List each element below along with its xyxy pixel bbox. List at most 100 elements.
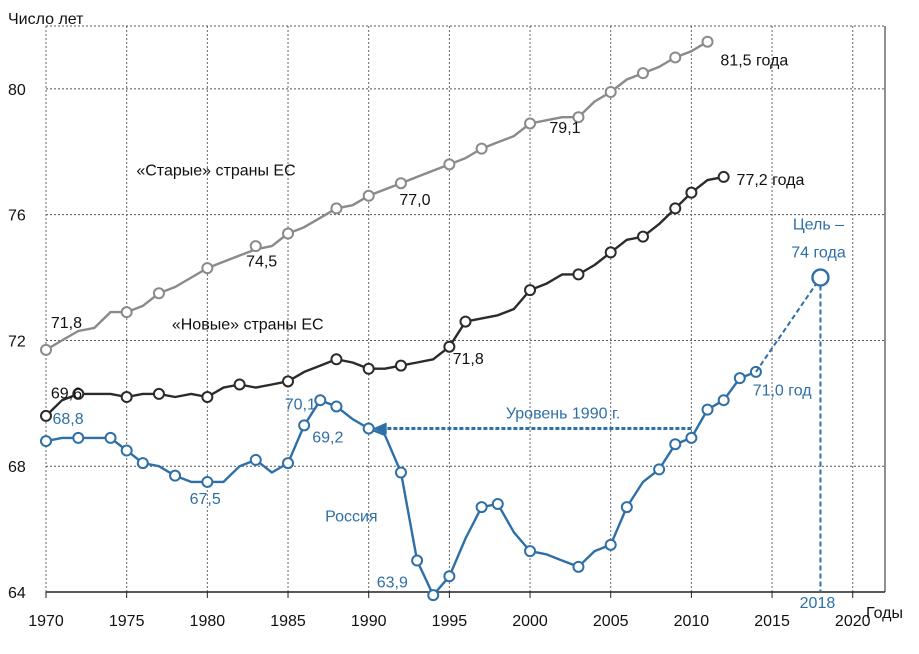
annotation-old-series-name: «Старые» страны ЕС (136, 162, 295, 179)
annotation-rus-1980: 67,5 (190, 491, 221, 508)
series-marker-2 (701, 403, 714, 416)
series-marker-0 (443, 158, 456, 171)
goal-layer: 2018 Цель – 74 года Уровень 1990 г. (372, 217, 846, 612)
x-tick-label: 2010 (674, 613, 710, 630)
annotation-new-series-name: «Новые» страны ЕС (172, 316, 324, 333)
series-line-2 (45, 370, 757, 597)
label-layer: «Старые» страны ЕС «Новые» страны ЕС Росси… (51, 52, 812, 591)
annotation-new-2012: 77,2 года (737, 172, 805, 189)
annotation-russia-name: Россия (325, 508, 377, 525)
series-marker-1 (443, 340, 456, 353)
series-marker-1 (120, 391, 133, 404)
series-marker-0 (120, 306, 133, 319)
level-1990-label: Уровень 1990 г. (506, 405, 620, 422)
x-tick-label: 2000 (512, 613, 548, 630)
series-marker-2 (394, 466, 407, 479)
annotation-old-1970: 71,8 (51, 315, 82, 332)
x-tick-label: 1985 (270, 613, 306, 630)
series-marker-2 (249, 453, 262, 466)
series-marker-1 (669, 202, 682, 215)
x-tick-label: 1990 (351, 613, 387, 630)
series-marker-2 (572, 560, 585, 573)
series-marker-0 (572, 111, 585, 124)
goal-marker (811, 268, 830, 287)
series-line-1 (45, 175, 724, 417)
level-1990-arrowhead (372, 422, 387, 435)
series-marker-2 (120, 444, 133, 457)
series-marker-0 (636, 67, 649, 80)
series-marker-1 (685, 186, 698, 199)
series-layer (40, 35, 762, 602)
series-marker-2 (443, 570, 456, 583)
series-marker-2 (620, 501, 633, 514)
series-marker-1 (394, 359, 407, 372)
series-marker-0 (152, 287, 165, 300)
annotation-rus-1990: 69,2 (312, 430, 343, 447)
annotation-old-2002: 79,1 (549, 120, 580, 137)
x-tick-label: 2015 (754, 613, 790, 630)
series-marker-2 (362, 422, 375, 435)
series-marker-2 (653, 463, 666, 476)
series-marker-0 (330, 202, 343, 215)
x-tick-label: 1970 (28, 613, 64, 630)
series-marker-2 (717, 394, 730, 407)
series-marker-1 (717, 170, 730, 183)
y-tick-label: 76 (8, 208, 26, 225)
axes-layer: 64 68 72 76 80 1970 1975 1980 1985 1990 1995 2000 20… (8, 25, 886, 630)
series-marker-2 (330, 400, 343, 413)
annotation-rus-2014: 71,0 год (753, 382, 813, 399)
series-marker-2 (104, 431, 117, 444)
series-marker-2 (298, 419, 311, 432)
series-marker-1 (524, 284, 537, 297)
series-marker-1 (459, 315, 472, 328)
series-marker-2 (411, 554, 424, 567)
series-marker-2 (427, 589, 440, 602)
series-marker-2 (314, 394, 327, 407)
series-marker-1 (330, 353, 343, 366)
series-marker-2 (475, 501, 488, 514)
x-tick-label: 1980 (190, 613, 226, 630)
series-marker-2 (669, 438, 682, 451)
series-marker-2 (733, 372, 746, 385)
x-tick-label: 1995 (432, 613, 468, 630)
series-marker-2 (169, 469, 182, 482)
series-marker-2 (604, 538, 617, 551)
series-marker-1 (604, 246, 617, 259)
series-marker-1 (636, 230, 649, 243)
annotation-rus-1970: 68,8 (52, 411, 83, 428)
x-tick-label: 2020 (835, 613, 871, 630)
y-tick-label: 80 (8, 82, 26, 99)
annotation-rus-1994: 63,9 (377, 574, 408, 591)
series-marker-0 (282, 227, 295, 240)
y-axis-title: Число лет (8, 11, 84, 28)
goal-trend-line (755, 276, 822, 373)
series-marker-0 (604, 86, 617, 99)
series-marker-0 (249, 240, 262, 253)
series-marker-0 (524, 117, 537, 130)
annotation-old-2011: 81,5 года (720, 52, 788, 69)
y-tick-label: 72 (8, 333, 26, 350)
series-marker-2 (136, 457, 149, 470)
series-marker-1 (40, 409, 52, 422)
goal-label-line2: 74 года (791, 245, 846, 262)
y-tick-label: 64 (8, 585, 26, 602)
x-tick-label: 1975 (109, 613, 145, 630)
series-marker-0 (394, 177, 407, 190)
series-marker-1 (362, 362, 375, 375)
series-marker-2 (524, 545, 537, 558)
annotation-new-1995: 71,8 (453, 351, 484, 368)
x-axis-title: Годы (866, 605, 903, 622)
series-marker-0 (362, 189, 375, 202)
series-marker-2 (72, 431, 85, 444)
annotation-new-1970: 69,6 (51, 386, 82, 403)
series-marker-1 (201, 391, 214, 404)
series-marker-0 (201, 262, 214, 275)
y-tick-label: 68 (8, 459, 26, 476)
series-marker-1 (72, 387, 85, 400)
series-marker-0 (40, 343, 52, 356)
series-marker-2 (282, 457, 295, 470)
goal-year-label: 2018 (800, 595, 836, 612)
series-marker-1 (233, 378, 246, 391)
series-marker-1 (282, 375, 295, 388)
series-marker-2 (40, 435, 52, 448)
